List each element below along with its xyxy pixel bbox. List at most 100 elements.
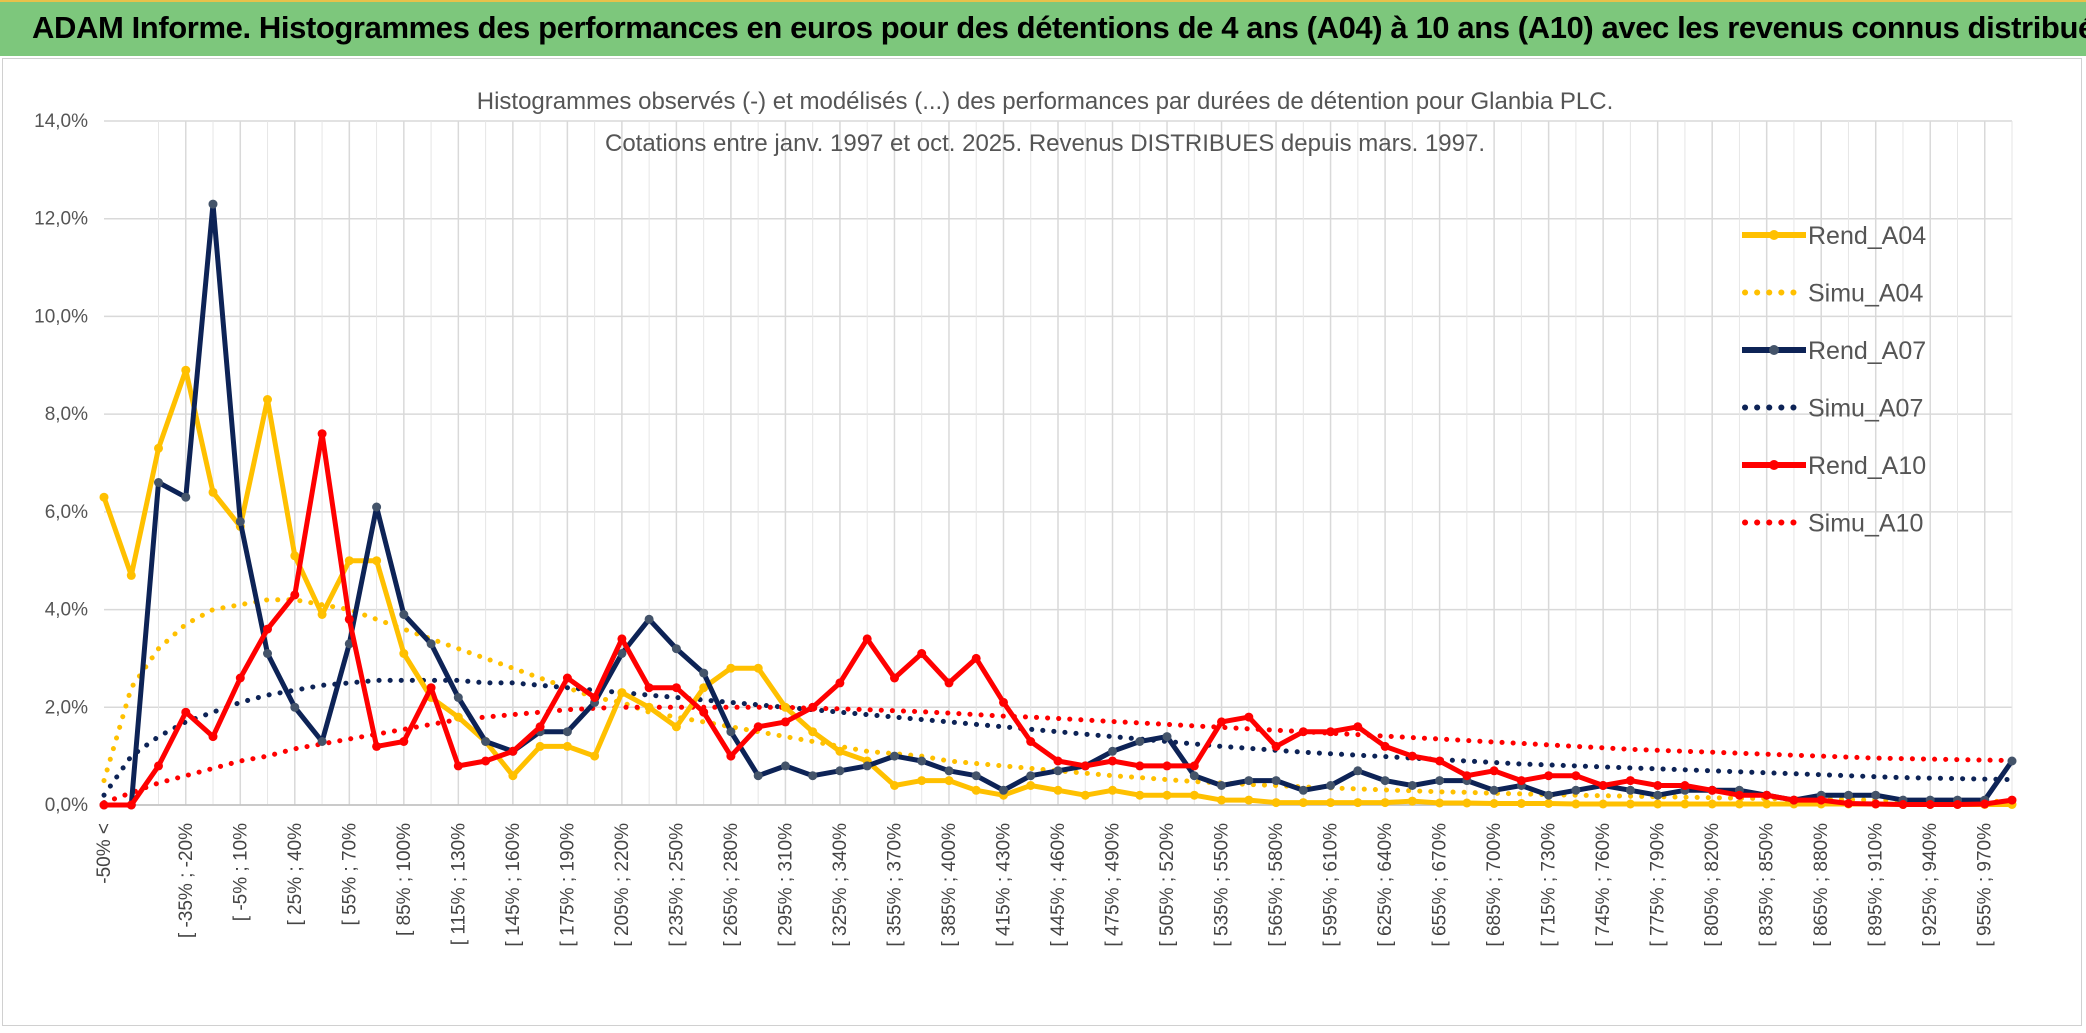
point-rend-a07 — [1871, 790, 1881, 800]
point-rend-a10 — [344, 614, 354, 624]
point-rend-a10 — [1271, 741, 1281, 751]
point-rend-a10 — [1135, 761, 1145, 771]
point-rend-a04 — [1298, 798, 1308, 808]
point-rend-a10 — [835, 678, 845, 688]
point-rend-a10 — [1844, 799, 1853, 808]
point-rend-a10 — [1871, 799, 1881, 809]
point-rend-a04 — [1162, 790, 1172, 800]
legend-label-rend-a07: Rend_A07 — [1808, 337, 1926, 365]
point-rend-a04 — [644, 702, 654, 712]
x-tick-label: [ 115% ; 130% — [448, 823, 469, 945]
point-rend-a07 — [1244, 776, 1254, 786]
point-rend-a04 — [1189, 790, 1199, 800]
point-rend-a07 — [1271, 776, 1281, 786]
x-tick-label: [ 685% ; 700% — [1484, 823, 1505, 947]
chart-grid — [104, 120, 2013, 806]
x-tick-label: [ 175% ; 190% — [557, 823, 578, 947]
point-rend-a07 — [944, 766, 954, 776]
point-rend-a10 — [1680, 781, 1690, 790]
point-rend-a04 — [1544, 799, 1554, 808]
point-rend-a07 — [862, 761, 872, 771]
legend-label-rend-a04: Rend_A04 — [1808, 222, 1926, 250]
point-rend-a04 — [699, 683, 709, 693]
y-tick-label: 12,0% — [34, 209, 88, 230]
point-rend-a10 — [263, 624, 272, 634]
x-tick-label: [ -35% ; -20% — [176, 823, 197, 938]
point-rend-a10 — [1489, 766, 1499, 776]
point-rend-a07 — [1844, 790, 1853, 800]
point-rend-a04 — [372, 556, 382, 566]
point-rend-a04 — [1053, 785, 1063, 795]
point-rend-a10 — [1244, 712, 1254, 722]
point-rend-a07 — [1544, 790, 1554, 800]
point-rend-a07 — [1053, 766, 1063, 776]
point-rend-a10 — [99, 800, 109, 810]
point-rend-a07 — [290, 702, 300, 712]
point-rend-a07 — [617, 649, 627, 658]
point-rend-a10 — [1544, 771, 1554, 781]
point-rend-a10 — [1516, 776, 1526, 786]
x-tick-label: [ 715% ; 730% — [1539, 823, 1560, 947]
point-rend-a04 — [344, 556, 354, 566]
point-rend-a07 — [999, 785, 1008, 795]
point-rend-a10 — [562, 673, 572, 683]
point-rend-a07 — [835, 766, 845, 776]
point-rend-a10 — [1762, 790, 1772, 800]
point-rend-a10 — [1980, 799, 1990, 809]
point-rend-a07 — [1407, 781, 1417, 790]
point-rend-a10 — [1462, 771, 1472, 781]
x-tick-label: [ 745% ; 760% — [1593, 823, 1614, 947]
point-rend-a10 — [890, 673, 899, 683]
series-line-simu-a10 — [101, 704, 2015, 806]
point-rend-a10 — [726, 751, 736, 761]
chart-titles: Histogrammes observés (-) et modélisés (… — [477, 88, 1614, 157]
point-rend-a07 — [1435, 776, 1445, 786]
point-rend-a10 — [1189, 761, 1199, 771]
point-rend-a10 — [453, 761, 463, 771]
point-rend-a07 — [1653, 790, 1663, 800]
point-rend-a07 — [644, 614, 654, 624]
point-rend-a10 — [181, 707, 191, 717]
point-rend-a04 — [753, 663, 763, 673]
point-rend-a07 — [453, 693, 463, 702]
point-rend-a10 — [126, 800, 136, 810]
x-tick-label: [ 385% ; 400% — [939, 823, 960, 947]
x-tick-label: [ 355% ; 370% — [884, 823, 905, 947]
point-rend-a07 — [753, 771, 763, 781]
point-rend-a04 — [181, 365, 191, 375]
point-rend-a10 — [1407, 751, 1417, 761]
x-axis-ticks: -50% < [ -35% ; -20% [ -5% ; 10% [ 25% ; 40… — [94, 823, 1996, 947]
point-rend-a04 — [1734, 799, 1744, 809]
point-rend-a07 — [1026, 771, 1036, 781]
point-rend-a04 — [1080, 790, 1090, 800]
x-tick-label: [ 835% ; 850% — [1757, 823, 1778, 947]
point-rend-a10 — [1571, 771, 1581, 781]
point-rend-a07 — [1189, 771, 1199, 781]
point-rend-a04 — [1625, 799, 1635, 809]
point-rend-a07 — [1625, 785, 1635, 795]
point-rend-a10 — [753, 722, 763, 732]
point-rend-a04 — [617, 688, 627, 698]
point-rend-a10 — [208, 732, 218, 742]
point-rend-a04 — [780, 702, 790, 712]
point-rend-a10 — [317, 429, 327, 439]
point-rend-a07 — [1489, 785, 1499, 795]
point-rend-a04 — [290, 551, 300, 561]
x-tick-label: [ 505% ; 520% — [1157, 823, 1178, 947]
report-title: ADAM Informe. Histogrammes des performan… — [32, 10, 2086, 45]
point-rend-a04 — [1653, 799, 1663, 809]
point-rend-a10 — [154, 761, 163, 771]
point-rend-a10 — [481, 756, 491, 766]
point-rend-a07 — [1217, 781, 1226, 790]
point-rend-a04 — [562, 741, 572, 751]
point-rend-a10 — [235, 673, 245, 683]
x-tick-label: [ 205% ; 220% — [612, 823, 633, 947]
point-rend-a10 — [1353, 722, 1363, 732]
point-rend-a07 — [235, 517, 245, 527]
point-rend-a07 — [699, 668, 709, 678]
point-rend-a10 — [508, 746, 518, 756]
point-rend-a10 — [2007, 795, 2017, 805]
point-rend-a07 — [780, 761, 790, 771]
point-rend-a10 — [780, 717, 790, 727]
